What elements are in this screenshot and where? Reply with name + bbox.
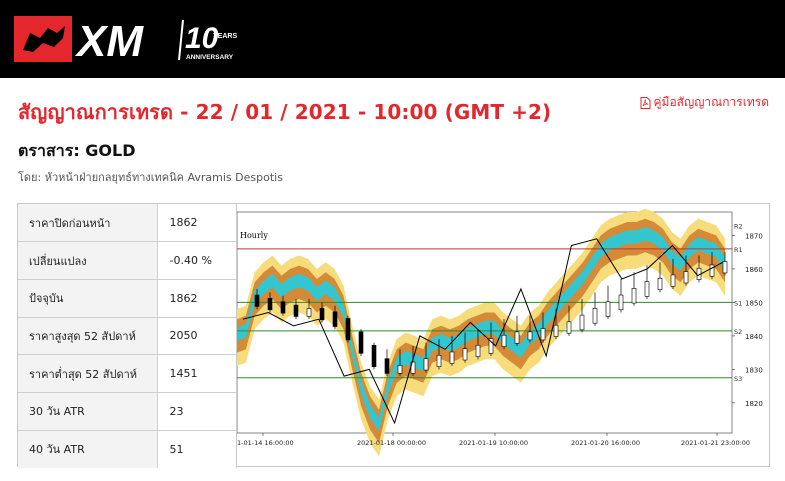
- page-title: สัญญาณการเทรด - 22 / 01 / 2021 - 10:00 (…: [18, 100, 552, 124]
- x-tick-label: 2021-01-21 23:00:00: [681, 439, 750, 447]
- candle: [644, 281, 650, 297]
- candle: [475, 344, 481, 357]
- level-label: S3: [734, 375, 742, 383]
- candle: [657, 278, 663, 290]
- stat-value: 1451: [157, 354, 236, 393]
- table-row: ราคาต่ำสุด 52 สัปดาห์ 1451: [18, 354, 236, 393]
- stats-table: ราคาปิดก่อนหน้า 1862 เปลี่ยนแปลง -0.40 %…: [18, 204, 236, 468]
- table-row: ราคาสูงสุด 52 สัปดาห์ 2050: [18, 317, 236, 356]
- bull-icon: [23, 26, 65, 52]
- candle: [488, 338, 494, 354]
- chart-svg: R2 R1 S1 S2 S3 1820 1830 1840 1850 1860 1870 1-01-1…: [237, 208, 763, 457]
- candle: [631, 288, 637, 304]
- stat-value: -0.40 %: [157, 241, 236, 280]
- y-tick-label: 1840: [745, 333, 763, 341]
- candle: [267, 298, 273, 311]
- candle: [345, 318, 351, 341]
- candle: [358, 331, 364, 354]
- table-row: 40 วัน ATR 51: [18, 430, 236, 468]
- signal-panel: ราคาปิดก่อนหน้า 1862 เปลี่ยนแปลง -0.40 %…: [17, 203, 771, 468]
- candle: [618, 294, 624, 311]
- y-tick-label: 1870: [745, 232, 763, 240]
- level-label: S2: [734, 328, 742, 336]
- stat-value: 1862: [157, 279, 236, 318]
- stat-label: ราคาต่ำสุด 52 สัปดาห์: [18, 354, 158, 393]
- table-row: ราคาปิดก่อนหน้า 1862: [18, 204, 236, 243]
- candle: [709, 264, 715, 277]
- stat-label: ราคาสูงสุด 52 สัปดาห์: [18, 317, 158, 356]
- level-label: R1: [734, 246, 743, 254]
- stat-value: 51: [157, 430, 236, 468]
- anniversary-number: 10: [185, 22, 219, 55]
- level-label: R2: [734, 222, 743, 230]
- candle: [501, 334, 507, 347]
- stat-label: ราคาปิดก่อนหน้า: [18, 204, 158, 243]
- author-line: โดย: หัวหน้าฝ่ายกลยุทธ์ทางเทคนิค Avramis…: [18, 171, 283, 184]
- level-label: S1: [734, 299, 742, 307]
- anniversary-label: ANNIVERSARY: [186, 54, 234, 61]
- stat-value: 1862: [157, 204, 236, 243]
- y-tick-label: 1820: [745, 400, 763, 408]
- candle: [332, 311, 338, 327]
- x-tick-label: 2021-01-18 00:00:00: [357, 439, 426, 447]
- signal-guide-link[interactable]: คู่มือสัญญาณการเทรด: [640, 93, 770, 112]
- top-bar: XM 10 YEARS ANNIVERSARY: [0, 0, 785, 78]
- candle: [423, 358, 429, 371]
- candle: [670, 274, 676, 287]
- price-chart[interactable]: R2 R1 S1 S2 S3 1820 1830 1840 1850 1860 1870 1-01-1…: [236, 204, 771, 468]
- table-row: เปลี่ยนแปลง -0.40 %: [18, 241, 236, 280]
- y-tick-label: 1830: [745, 366, 763, 374]
- logo-divider: [178, 19, 184, 61]
- candle: [553, 324, 559, 337]
- stat-value: 23: [157, 392, 236, 431]
- candle: [449, 351, 455, 364]
- brand-text: XM: [74, 17, 144, 64]
- x-tick-label: 2021-01-19 10:00:00: [459, 439, 528, 447]
- y-tick-label: 1860: [745, 266, 763, 274]
- instrument-heading: ตราสาร: GOLD: [18, 141, 136, 160]
- candle: [540, 328, 546, 341]
- candle: [280, 301, 286, 314]
- stat-label: 30 วัน ATR: [18, 392, 158, 431]
- candle: [579, 314, 585, 331]
- stat-label: เปลี่ยนแปลง: [18, 241, 158, 280]
- chart-title: Hourly: [240, 231, 268, 240]
- x-tick-label: 1-01-14 16:00:00: [237, 439, 294, 447]
- candle: [683, 271, 689, 284]
- candle: [514, 331, 520, 344]
- candle: [306, 308, 312, 317]
- candle: [527, 331, 533, 341]
- stat-label: 40 วัน ATR: [18, 430, 158, 468]
- candle: [319, 308, 325, 321]
- inner-band: [237, 227, 725, 432]
- candle: [254, 294, 260, 307]
- y-tick-label: 1850: [745, 299, 763, 307]
- xm-logo[interactable]: XM 10 YEARS ANNIVERSARY: [14, 14, 244, 64]
- candle: [371, 344, 377, 368]
- signal-guide-label: คู่มือสัญญาณการเทรด: [653, 95, 770, 109]
- candle: [605, 301, 611, 317]
- anniversary-years: YEARS: [213, 33, 237, 40]
- candle: [462, 348, 468, 361]
- candle: [384, 358, 390, 374]
- zigzag-line: [242, 238, 724, 425]
- candle: [397, 365, 403, 374]
- candle: [436, 355, 442, 368]
- pdf-icon: [640, 96, 650, 109]
- stat-label: ปัจจุบัน: [18, 279, 158, 318]
- table-row: ปัจจุบัน 1862: [18, 279, 236, 318]
- candle: [293, 304, 299, 317]
- stat-value: 2050: [157, 317, 236, 356]
- x-tick-label: 2021-01-20 16:00:00: [571, 439, 640, 447]
- candle: [566, 321, 572, 334]
- candle: [722, 261, 728, 274]
- table-row: 30 วัน ATR 23: [18, 392, 236, 431]
- candle: [592, 308, 598, 324]
